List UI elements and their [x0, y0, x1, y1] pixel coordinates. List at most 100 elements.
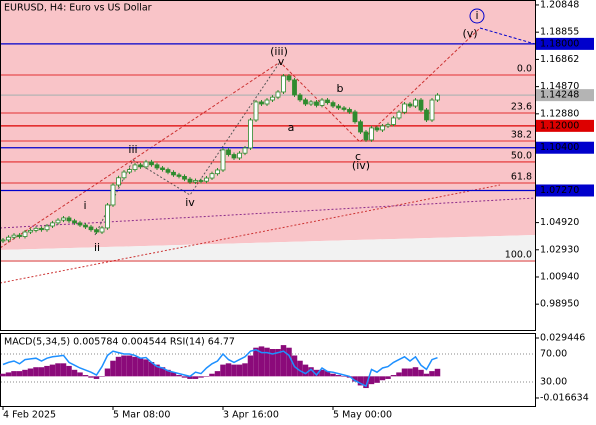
macd-bar: [137, 358, 144, 377]
candle: [303, 99, 308, 105]
macd-bar: [11, 371, 17, 377]
wave-label: b: [337, 82, 344, 95]
macd-bar: [71, 369, 78, 377]
macd-bar: [0, 373, 6, 377]
y-tick-label: 1.14870: [540, 81, 579, 92]
candle: [171, 171, 176, 176]
level-label: 1.14248: [540, 90, 579, 101]
candle: [66, 217, 72, 222]
x-tick-label: 3 Apr 16:00: [223, 410, 279, 421]
grey-zone: [0, 235, 535, 262]
macd-bar: [170, 372, 177, 377]
candle: [0, 239, 6, 242]
macd-bar: [275, 349, 281, 377]
macd-bar: [280, 345, 287, 377]
candle: [55, 219, 61, 224]
wave-label: i: [83, 199, 86, 212]
candle: [165, 169, 171, 173]
macd-bar: [27, 368, 34, 377]
x-tick-label: 5 May 00:00: [333, 410, 392, 421]
channel-line: [0, 184, 501, 284]
macd-bar: [198, 376, 204, 378]
candle: [154, 164, 160, 169]
macd-bar: [60, 363, 67, 377]
wave-label: iii: [128, 143, 137, 156]
indicator-title: MACD(5,34,5) 0.005784 0.004544 RSI(14) 6…: [4, 337, 235, 348]
macd-bar: [93, 376, 100, 379]
macd-bar: [176, 375, 182, 377]
candle: [132, 164, 138, 170]
macd-bar: [33, 367, 39, 377]
candle: [286, 75, 292, 81]
candle: [325, 99, 330, 104]
macd-bar: [412, 367, 419, 377]
candle: [402, 103, 407, 113]
macd-bar: [82, 375, 89, 377]
candle: [435, 94, 440, 101]
macd-bar: [110, 360, 116, 377]
candle: [347, 109, 352, 113]
rsi-line: [2, 349, 438, 388]
wave-circle: [469, 8, 485, 24]
candle: [374, 127, 380, 131]
candle: [418, 99, 424, 111]
chart-title: EURUSD, H4: Euro vs US Dollar: [4, 3, 152, 14]
y2-tick-label: 70.00: [540, 348, 567, 359]
macd-bar: [264, 347, 270, 377]
candle: [275, 91, 281, 98]
candle: [193, 180, 198, 183]
macd-bar: [341, 376, 347, 377]
fib-label: 0.0: [517, 64, 532, 75]
wave-line: [94, 61, 281, 236]
fib-label: 38.2: [511, 130, 532, 141]
macd-bar: [209, 373, 215, 377]
candle: [198, 180, 204, 182]
candle: [33, 227, 39, 231]
macd-bar: [401, 368, 408, 377]
macd-bar: [374, 376, 380, 383]
candle: [176, 174, 182, 177]
y-tick-label: 0.029446: [540, 333, 585, 344]
fib-label: 100.0: [505, 249, 532, 260]
candle: [248, 119, 253, 149]
wave-label: v: [278, 55, 285, 68]
candle: [259, 101, 264, 105]
y-tick-label: 1.00940: [540, 271, 579, 282]
macd-bar: [16, 371, 23, 377]
macd-bar: [214, 371, 221, 377]
wave-label: (iv): [352, 159, 370, 172]
candle: [11, 234, 17, 238]
macd-bar: [159, 367, 166, 377]
candle: [77, 222, 83, 226]
macd-bar: [253, 347, 259, 377]
candle: [204, 177, 209, 182]
macd-bar: [38, 367, 45, 377]
macd-bar: [407, 368, 413, 377]
candle: [380, 125, 385, 131]
macd-bar: [88, 376, 94, 378]
macd-bar: [335, 375, 342, 377]
macd-bar: [423, 373, 430, 377]
candle: [61, 217, 66, 221]
macd-bar: [357, 376, 364, 386]
macd-bar: [115, 356, 122, 377]
wave-label: c: [355, 150, 361, 163]
level-box: [536, 89, 594, 102]
candle: [270, 96, 275, 101]
candle: [253, 101, 259, 121]
macd-bar: [99, 376, 105, 377]
macd-bar: [148, 362, 155, 377]
candle: [110, 184, 116, 206]
candle: [352, 111, 358, 123]
candle: [44, 225, 50, 231]
macd-bar: [302, 364, 309, 377]
candle: [149, 161, 154, 166]
candle: [22, 231, 28, 237]
candle: [242, 147, 248, 154]
candle: [424, 109, 429, 121]
macd-bar: [308, 367, 314, 377]
macd-bar: [192, 376, 199, 379]
macd-bar: [352, 376, 358, 382]
macd-bar: [22, 369, 28, 377]
macd-bar: [121, 355, 127, 377]
